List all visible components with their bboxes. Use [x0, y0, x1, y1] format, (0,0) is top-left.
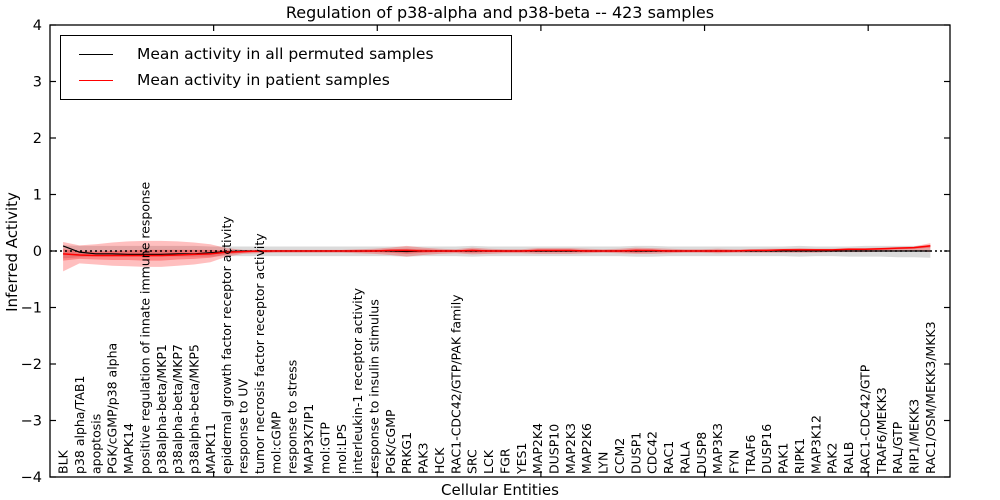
x-tick-label: mol:LPS: [334, 424, 349, 474]
x-tick-label: LCK: [481, 449, 496, 474]
x-tick-label: RAC1/OSM/MEKK3/MKK3: [923, 321, 938, 474]
x-tick-label: RALB: [841, 442, 856, 474]
x-tick-label: DUSP1: [628, 432, 643, 474]
x-tick-label: DUSP16: [759, 424, 774, 474]
x-tick-label: TRAF6: [743, 434, 758, 475]
x-tick-label: HCK: [432, 447, 447, 474]
confidence-band-patient-samples-range-inner: [63, 244, 931, 261]
y-tick-label: 0: [33, 244, 42, 260]
x-tick-label: MAPK11: [203, 423, 218, 474]
x-tick-label: PRKG1: [399, 432, 414, 474]
y-tick-label: 3: [33, 75, 42, 91]
x-tick-label: RIPK1: [792, 438, 807, 474]
x-tick-label: response to insulin stimulus: [367, 299, 382, 474]
x-tick-label: RAC1-CDC42/GTP: [857, 364, 872, 474]
x-tick-label: p38 alpha/TAB1: [72, 376, 87, 474]
x-tick-label: RAL/GTP: [890, 421, 905, 474]
x-tick-label: SRC: [465, 449, 480, 474]
x-tick-label: PAK1: [776, 443, 791, 474]
chart-title: Regulation of p38-alpha and p38-beta -- …: [285, 3, 715, 22]
x-tick-label: RIP1/MEKK3: [907, 399, 922, 474]
y-tick-label: 2: [33, 131, 42, 147]
x-tick-label: mol:GTP: [317, 422, 332, 474]
x-tick-label: MAP3K12: [808, 415, 823, 474]
x-tick-label: MAP3K3: [710, 423, 725, 474]
x-tick-label: p38alpha-beta/MKP1: [154, 344, 169, 474]
y-tick-label: 1: [33, 188, 42, 204]
legend-line-sample-red: [79, 79, 113, 81]
x-tick-label: MAPK14: [121, 423, 136, 474]
legend-label: Mean activity in all permuted samples: [137, 45, 434, 63]
x-tick-label: CCM2: [612, 438, 627, 474]
mean-line-patient: [63, 245, 931, 257]
x-tick-label: DUSP8: [694, 432, 709, 474]
legend-line-sample-black: [79, 53, 113, 55]
x-tick-label: FYN: [727, 450, 742, 474]
y-tick-label: −3: [21, 414, 42, 430]
x-tick-label: response to stress: [285, 360, 300, 474]
x-tick-label: YES1: [514, 443, 529, 475]
x-tick-label: PGK/cGMP/p38 alpha: [105, 343, 120, 474]
legend: Mean activity in all permuted samples Me…: [60, 35, 512, 100]
y-tick-label: −4: [21, 470, 42, 486]
x-tick-label: FGR: [497, 448, 512, 474]
x-tick-label: RALA: [677, 441, 692, 474]
legend-label: Mean activity in patient samples: [137, 71, 390, 89]
y-tick-label: 4: [33, 18, 42, 34]
x-tick-label: TRAF6/MEKK3: [874, 387, 889, 475]
x-tick-label: positive regulation of innate immune res…: [137, 182, 152, 474]
x-tick-label: MAP2K4: [530, 423, 545, 474]
x-tick-label: LYN: [596, 452, 611, 474]
x-tick-label: MAP2K3: [563, 423, 578, 474]
x-tick-label: PAK2: [825, 443, 840, 474]
x-tick-label: p38alpha-beta/MKP7: [170, 344, 185, 474]
confidence-band-patient-samples-range-outer: [63, 240, 931, 272]
x-tick-label: CDC42: [645, 431, 660, 474]
x-tick-label: mol:cGMP: [268, 411, 283, 474]
x-tick-label: DUSP10: [547, 424, 562, 474]
x-tick-label: RAC1: [661, 441, 676, 474]
legend-item-permuted: Mean activity in all permuted samples: [61, 41, 511, 67]
legend-item-patient: Mean activity in patient samples: [61, 67, 511, 93]
x-tick-label: tumor necrosis factor receptor activity: [252, 233, 267, 474]
y-tick-label: −2: [21, 357, 42, 373]
x-tick-label: interleukin-1 receptor activity: [350, 287, 365, 474]
x-tick-label: apoptosis: [88, 414, 103, 474]
x-tick-label: response to UV: [236, 379, 251, 474]
x-tick-label: p38alpha-beta/MKP5: [187, 344, 202, 474]
confidence-band-permuted-samples-range: [63, 245, 931, 259]
x-tick-label: MAP3K7IP1: [301, 404, 316, 474]
x-tick-label: BLK: [56, 449, 71, 474]
x-tick-label: PAK3: [416, 443, 431, 474]
x-axis-label: Cellular Entities: [441, 481, 559, 499]
x-tick-label: PGK/cGMP: [383, 409, 398, 474]
y-tick-label: −1: [21, 301, 42, 317]
x-tick-label: RAC1-CDC42/GTP/PAK family: [448, 294, 463, 474]
x-tick-label: epidermal growth factor receptor activit…: [219, 216, 234, 474]
x-tick-label: MAP2K6: [579, 423, 594, 474]
